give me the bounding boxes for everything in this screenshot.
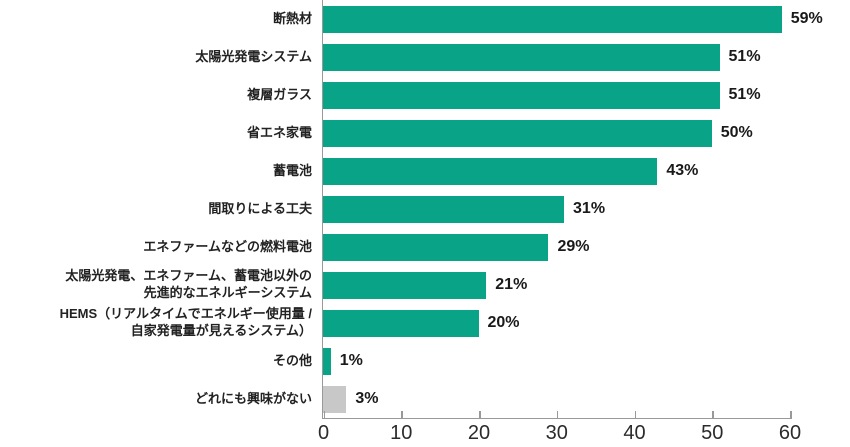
plot-area: 3% xyxy=(322,380,850,418)
chart-row: 間取りによる工夫 31% xyxy=(0,190,850,228)
bar xyxy=(323,233,549,261)
chart-row: エネファームなどの燃料電池 29% xyxy=(0,228,850,266)
category-label: 太陽光発電、エネファーム、蓄電池以外の 先進的なエネルギーシステム xyxy=(65,268,312,300)
x-axis: 0 10 20 30 40 50 60 xyxy=(318,411,801,447)
value-label: 20% xyxy=(487,314,520,331)
axis-tick-label: 20 xyxy=(467,422,491,444)
category-label: エネファームなどの燃料電池 xyxy=(143,238,312,254)
axis-tick xyxy=(479,411,481,419)
category-label: どれにも興味がない xyxy=(194,390,312,406)
chart-row: どれにも興味がない 3% xyxy=(0,380,850,418)
plot-area: 50% xyxy=(322,114,850,152)
bar xyxy=(323,195,565,223)
value-label: 21% xyxy=(495,276,528,293)
category-label: HEMS（リアルタイムでエネルギー使用量 / 自家発電量が見えるシステム） xyxy=(59,306,312,338)
chart-row: 蓄電池 43% xyxy=(0,152,850,190)
bar xyxy=(323,385,347,413)
axis-tick-label: 40 xyxy=(623,422,646,444)
category-label: 断熱材 xyxy=(272,10,312,26)
value-label: 59% xyxy=(790,10,823,27)
value-label: 51% xyxy=(728,86,761,103)
bar xyxy=(323,5,782,33)
axis-tick-label: 0 xyxy=(317,422,330,444)
chart-row: 複層ガラス 51% xyxy=(0,76,850,114)
category-label: 間取りによる工夫 xyxy=(208,200,312,216)
bar xyxy=(323,157,658,185)
bar xyxy=(323,43,720,71)
bar xyxy=(323,309,479,337)
category-label: その他 xyxy=(272,352,312,368)
chart-row: 太陽光発電システム 51% xyxy=(0,38,850,76)
bar xyxy=(323,81,720,109)
bar xyxy=(323,347,331,375)
value-label: 50% xyxy=(720,124,753,141)
value-label: 3% xyxy=(355,390,379,407)
category-label: 蓄電池 xyxy=(272,162,312,178)
plot-area: 51% xyxy=(322,76,850,114)
axis-tick xyxy=(712,411,714,419)
chart-row: その他 1% xyxy=(0,342,850,380)
axis-tick xyxy=(790,411,792,419)
chart-row: 太陽光発電、エネファーム、蓄電池以外の 先進的なエネルギーシステム 21% xyxy=(0,266,850,304)
value-label: 31% xyxy=(573,200,606,217)
category-label: 複層ガラス xyxy=(247,86,312,102)
plot-area: 20% xyxy=(322,304,850,342)
plot-area: 31% xyxy=(322,190,850,228)
plot-area: 21% xyxy=(322,266,850,304)
axis-tick xyxy=(323,411,325,419)
value-label: 1% xyxy=(339,352,363,369)
axis-tick-label: 60 xyxy=(778,422,802,444)
bar xyxy=(323,119,712,147)
axis-tick xyxy=(401,411,403,419)
value-label: 29% xyxy=(557,238,590,255)
bar xyxy=(323,271,487,299)
axis-tick-label: 30 xyxy=(545,422,568,444)
plot-area: 29% xyxy=(322,228,850,266)
chart-rows: 断熱材 59% 太陽光発電システム 51% 複層ガラス 51% 省エネ家電 50% 蓄電池 43%… xyxy=(0,0,850,418)
plot-area: 43% xyxy=(322,152,850,190)
value-label: 51% xyxy=(728,48,761,65)
axis-tick xyxy=(634,411,636,419)
value-label: 43% xyxy=(666,162,699,179)
axis-tick xyxy=(556,411,559,419)
chart-row: 省エネ家電 50% xyxy=(0,114,850,152)
plot-area: 59% xyxy=(322,0,850,38)
plot-area: 1% xyxy=(322,342,850,380)
plot-area: 51% xyxy=(322,38,850,76)
chart-row: HEMS（リアルタイムでエネルギー使用量 / 自家発電量が見えるシステム） 20% xyxy=(0,304,850,342)
category-label: 省エネ家電 xyxy=(246,124,312,140)
axis-tick-label: 10 xyxy=(390,422,413,444)
axis-tick-label: 50 xyxy=(701,422,724,444)
chart-row: 断熱材 59% xyxy=(0,0,850,38)
category-label: 太陽光発電システム xyxy=(195,48,312,64)
